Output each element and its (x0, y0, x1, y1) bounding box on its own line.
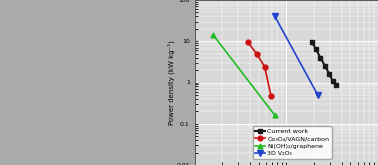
Co₃O₄/VAGN/carbon (255, 53, 259, 55)
Line: Ni(OH)₂/graphene: Ni(OH)₂/graphene (211, 33, 277, 118)
Current work (310, 41, 314, 43)
Current work (327, 73, 332, 75)
Line: Co₃O₄/VAGN/carbon: Co₃O₄/VAGN/carbon (245, 40, 273, 98)
Ni(OH)₂/graphene (273, 114, 277, 116)
3D V₂O₅ (273, 15, 277, 17)
Ni(OH)₂/graphene (211, 34, 215, 36)
Current work (323, 65, 327, 67)
Current work (334, 84, 338, 86)
3D V₂O₅ (316, 94, 320, 96)
Current work (314, 48, 318, 50)
Co₃O₄/VAGN/carbon (246, 41, 250, 43)
Line: 3D V₂O₅: 3D V₂O₅ (272, 14, 321, 98)
Current work (318, 57, 322, 59)
Line: Current work: Current work (310, 40, 339, 88)
Y-axis label: Power density (kW kg⁻¹): Power density (kW kg⁻¹) (167, 40, 175, 125)
Co₃O₄/VAGN/carbon (269, 95, 273, 97)
Co₃O₄/VAGN/carbon (262, 66, 267, 68)
Current work (330, 80, 335, 82)
Legend: Current work, Co₃O₄/VAGN/carbon, Ni(OH)₂/graphene, 3D V₂O₅: Current work, Co₃O₄/VAGN/carbon, Ni(OH)₂… (253, 126, 332, 159)
